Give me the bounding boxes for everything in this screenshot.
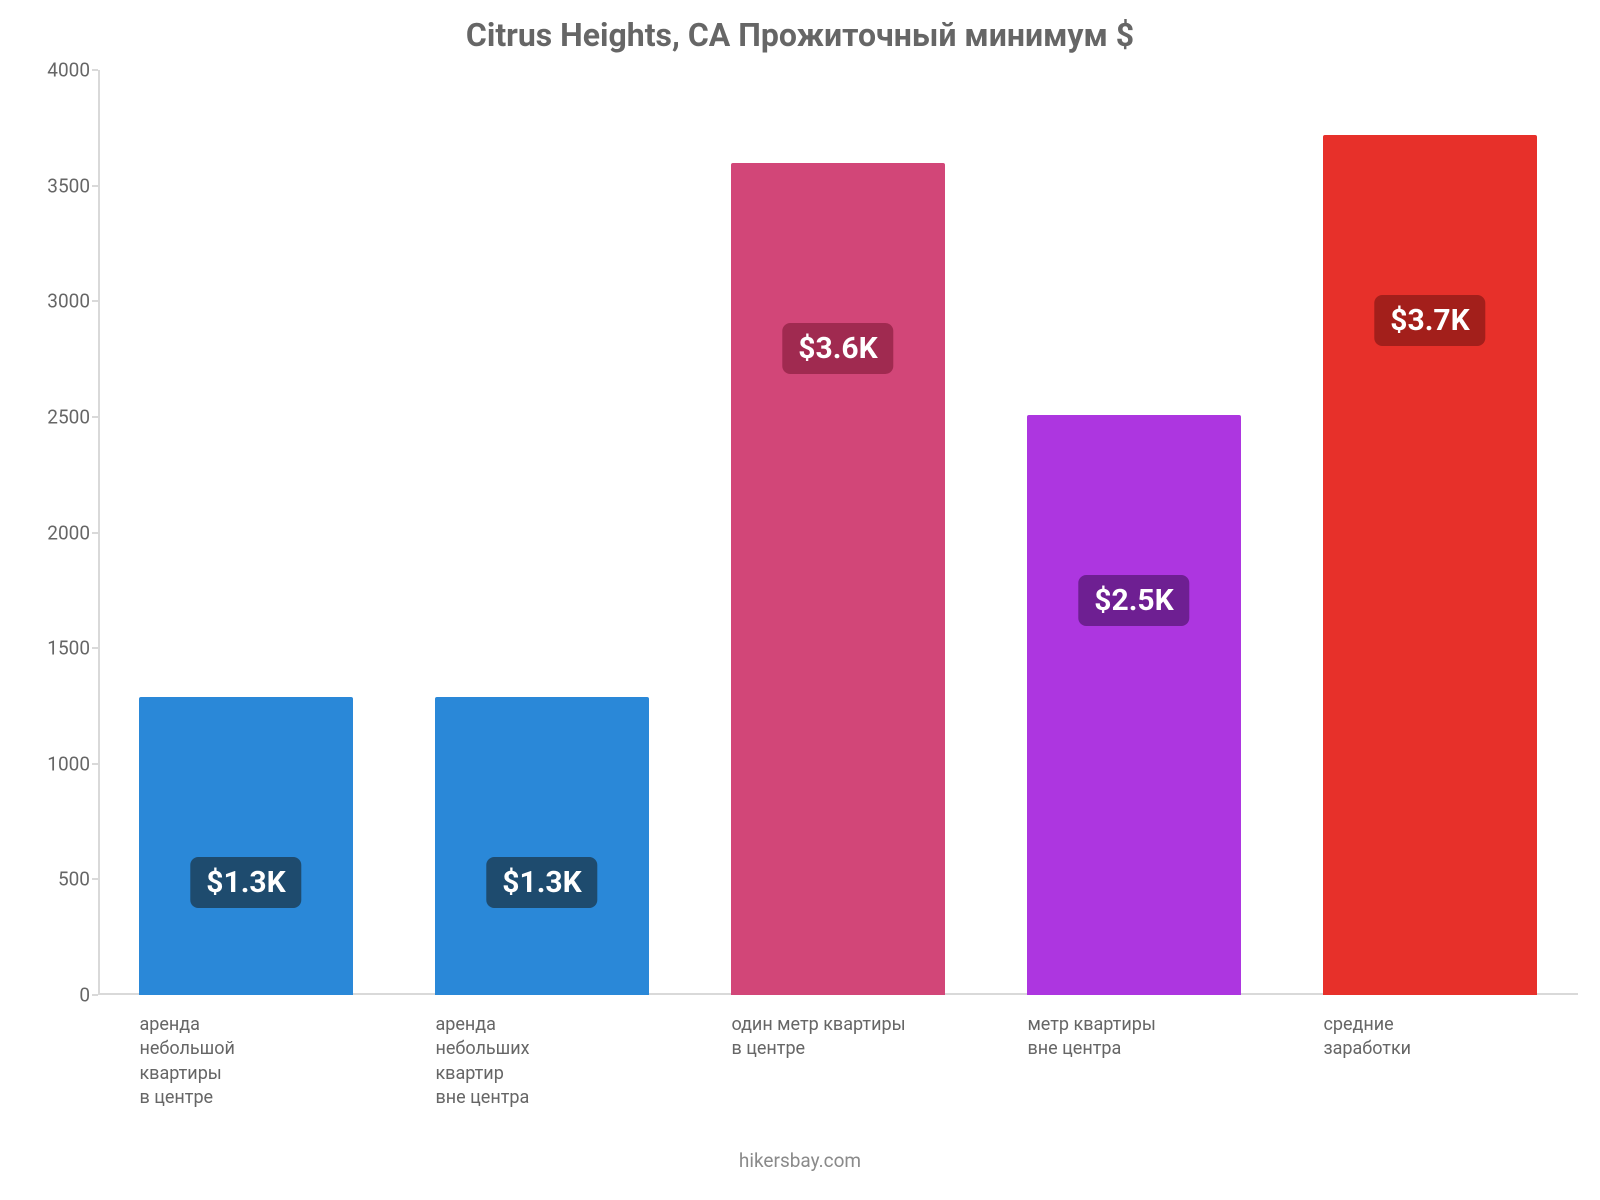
- bar-value-badge: $3.6K: [782, 323, 893, 374]
- y-tick-label: 1000: [10, 752, 90, 775]
- y-tick-label: 0: [10, 984, 90, 1007]
- y-tick-mark: [92, 763, 98, 765]
- bar: [139, 697, 352, 995]
- y-tick-mark: [92, 878, 98, 880]
- y-tick-label: 500: [10, 868, 90, 891]
- attribution-text: hikersbay.com: [0, 1149, 1600, 1172]
- x-axis-label: аренда небольшой квартиры в центре: [139, 1013, 420, 1110]
- y-tick-mark: [92, 647, 98, 649]
- x-axis-label: средние заработки: [1323, 1013, 1600, 1062]
- y-tick-label: 3500: [10, 174, 90, 197]
- y-tick-label: 4000: [10, 59, 90, 82]
- y-tick-mark: [92, 185, 98, 187]
- bar: [1323, 135, 1536, 995]
- x-axis-label: аренда небольших квартир вне центра: [435, 1013, 716, 1110]
- cost-of-living-bar-chart: Citrus Heights, CA Прожиточный минимум $…: [0, 0, 1600, 1200]
- bar: [731, 163, 944, 996]
- y-tick-mark: [92, 300, 98, 302]
- y-tick-label: 1500: [10, 637, 90, 660]
- x-axis-label: один метр квартиры в центре: [731, 1013, 1012, 1062]
- y-tick-label: 3000: [10, 290, 90, 313]
- chart-title: Citrus Heights, CA Прожиточный минимум $: [0, 16, 1600, 54]
- y-tick-label: 2500: [10, 405, 90, 428]
- y-tick-mark: [92, 994, 98, 996]
- bar-value-badge: $2.5K: [1078, 575, 1189, 626]
- bar: [435, 697, 648, 995]
- y-tick-mark: [92, 532, 98, 534]
- y-tick-label: 2000: [10, 521, 90, 544]
- x-axis-label: метр квартиры вне центра: [1027, 1013, 1308, 1062]
- y-tick-mark: [92, 69, 98, 71]
- bar-value-badge: $1.3K: [190, 857, 301, 908]
- y-tick-mark: [92, 416, 98, 418]
- bar-value-badge: $3.7K: [1374, 295, 1485, 346]
- bar-value-badge: $1.3K: [486, 857, 597, 908]
- bar: [1027, 415, 1240, 995]
